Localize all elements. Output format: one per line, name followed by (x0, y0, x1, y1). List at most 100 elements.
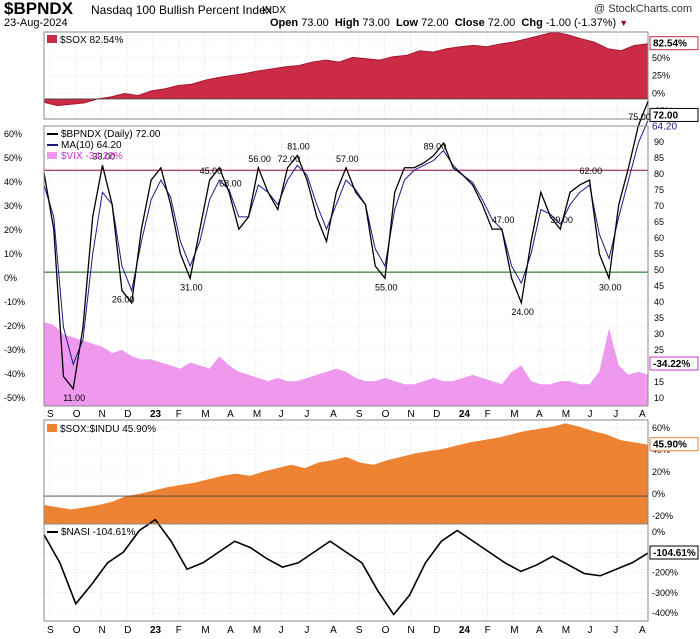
chg-label: Chg (521, 17, 543, 29)
bpndx-left-tick-label: 0% (4, 273, 17, 283)
vix-right-tick-label: 10 (654, 393, 664, 403)
bpndx-x-month-label: O (382, 409, 390, 420)
nasi-x-month-label: A (330, 625, 337, 636)
low-value: 72.00 (421, 17, 449, 29)
nasi-x-month-label: F (176, 625, 182, 636)
bpndx-left-tick-label: 60% (4, 129, 22, 139)
nasi-x-month-label: D (433, 625, 440, 636)
nasi-last-value: -104.61% (653, 548, 696, 559)
vix-area (44, 322, 648, 406)
bpndx-point-label: 62.00 (580, 166, 603, 176)
bpndx-last-value-box (649, 107, 699, 122)
vix-right-tick-label: 15 (654, 377, 664, 387)
vix-right-tick-label: 65 (654, 217, 664, 227)
credit-label: @ StockCharts.com (594, 3, 692, 15)
bpndx-point-label: 81.00 (287, 141, 310, 151)
bpndx-left-tick-label: -30% (4, 345, 25, 355)
bpndx-x-month-label: J (613, 409, 618, 420)
bpndx-x-month-label: D (124, 409, 131, 420)
nasi-x-month-label: J (304, 625, 309, 636)
low-label: Low (396, 17, 419, 29)
nasi-x-month-label: S (47, 625, 54, 636)
nasi-x-month-label: F (485, 625, 491, 636)
vix-legend-swatch (47, 152, 57, 159)
ratio-panel-tick-label: 60% (652, 423, 670, 433)
nasi-panel-tick-label: -200% (652, 568, 678, 578)
vix-right-tick-label: 90 (654, 137, 664, 147)
bpndx-left-tick-label: 10% (4, 249, 22, 259)
nasi-x-month-label: J (279, 625, 284, 636)
bpndx-point-label: 72.00 (278, 154, 301, 164)
vix-right-tick-label: 60 (654, 233, 664, 243)
bpndx-point-label: 45.00 (200, 166, 223, 176)
vix-last-value-box (649, 356, 699, 371)
vix-right-tick-label: 30 (654, 329, 664, 339)
symbol-title: $BPNDX (4, 0, 73, 18)
bpndx-point-label: 33.00 (92, 151, 115, 161)
bpndx-x-month-label: 24 (459, 409, 471, 420)
bpndx-x-month-label: O (73, 409, 81, 420)
bpndx-x-month-label: J (304, 409, 309, 420)
vix-right-tick-label: 35 (654, 313, 664, 323)
vix-last-value: -34.22% (653, 359, 690, 370)
nasi-x-month-label: A (536, 625, 543, 636)
vix-right-tick-label: 45 (654, 281, 664, 291)
bpndx-line (43, 101, 649, 391)
bpndx-x-month-label: A (330, 409, 337, 420)
sox-panel-frame (43, 31, 649, 120)
ma10-line (43, 120, 649, 366)
bpndx-point-label: 57.00 (336, 154, 359, 164)
nasi-panel-tick-label: -400% (652, 608, 678, 618)
date-label: 23-Aug-2024 (4, 17, 68, 29)
bpndx-x-month-label: M (562, 409, 570, 420)
nasi-line (43, 518, 649, 616)
vix-right-tick-label: 75 (654, 185, 664, 195)
bpndx-point-label: 47.00 (492, 215, 515, 225)
nasi-x-month-label: M (253, 625, 261, 636)
nasi-x-month-label: D (124, 625, 131, 636)
close-value: 72.00 (487, 17, 516, 29)
nasi-x-month-label: M (201, 625, 209, 636)
open-label: Open (270, 17, 299, 29)
nasi-x-month-label: M (510, 625, 518, 636)
nasi-panel-tick-label: -300% (652, 588, 678, 598)
nasi-x-month-label: A (227, 625, 234, 636)
nasi-x-month-label: 23 (150, 625, 162, 636)
sox-line (43, 31, 649, 107)
bpndx-x-month-label: F (485, 409, 491, 420)
nasi-legend-label: $NASI -104.61% (61, 527, 136, 538)
vix-right-tick-label: 85 (654, 153, 664, 163)
exchange-label: INDX (262, 5, 286, 16)
bpndx-x-month-label: M (201, 409, 209, 420)
vix-right-tick-label: 50 (654, 265, 664, 275)
open-value: 73.00 (301, 17, 329, 29)
chg-down-icon: ▼ (619, 18, 629, 28)
bpndx-left-tick-label: 40% (4, 177, 22, 187)
bpndx-point-label: 24.00 (511, 307, 534, 317)
bpndx-point-label: 30.00 (599, 282, 622, 292)
high-label: High (334, 17, 360, 29)
bpndx-point-label: 39.00 (550, 215, 573, 225)
nasi-x-month-label: A (639, 625, 646, 636)
bpndx-x-month-label: A (227, 409, 234, 420)
bpndx-point-label: 31.00 (180, 282, 203, 292)
bpndx-x-month-label: N (98, 409, 105, 420)
sox-panel-tick-label: 0% (652, 88, 665, 98)
nasi-x-month-label: J (588, 625, 593, 636)
ratio-panel-tick-label: -20% (652, 511, 673, 521)
ratio-legend-label: $SOX:$INDU 45.90% (60, 424, 156, 435)
ratio-last-value-box (649, 437, 699, 452)
bpndx-x-month-label: N (407, 409, 414, 420)
bpndx-point-label: 11.00 (63, 393, 85, 403)
bpndx-left-tick-label: -10% (4, 297, 25, 307)
bpndx-x-month-label: M (253, 409, 261, 420)
nasi-x-month-label: O (73, 625, 81, 636)
sox-legend-swatch (47, 35, 57, 43)
sox-area (44, 32, 648, 106)
bpndx-point-label: 68.00 (219, 178, 242, 188)
nasi-x-month-label: M (562, 625, 570, 636)
bpndx-x-month-label: D (433, 409, 440, 420)
bpndx-point-label: 55.00 (375, 282, 398, 292)
ma10-legend-label: MA(10) 64.20 (61, 140, 122, 151)
